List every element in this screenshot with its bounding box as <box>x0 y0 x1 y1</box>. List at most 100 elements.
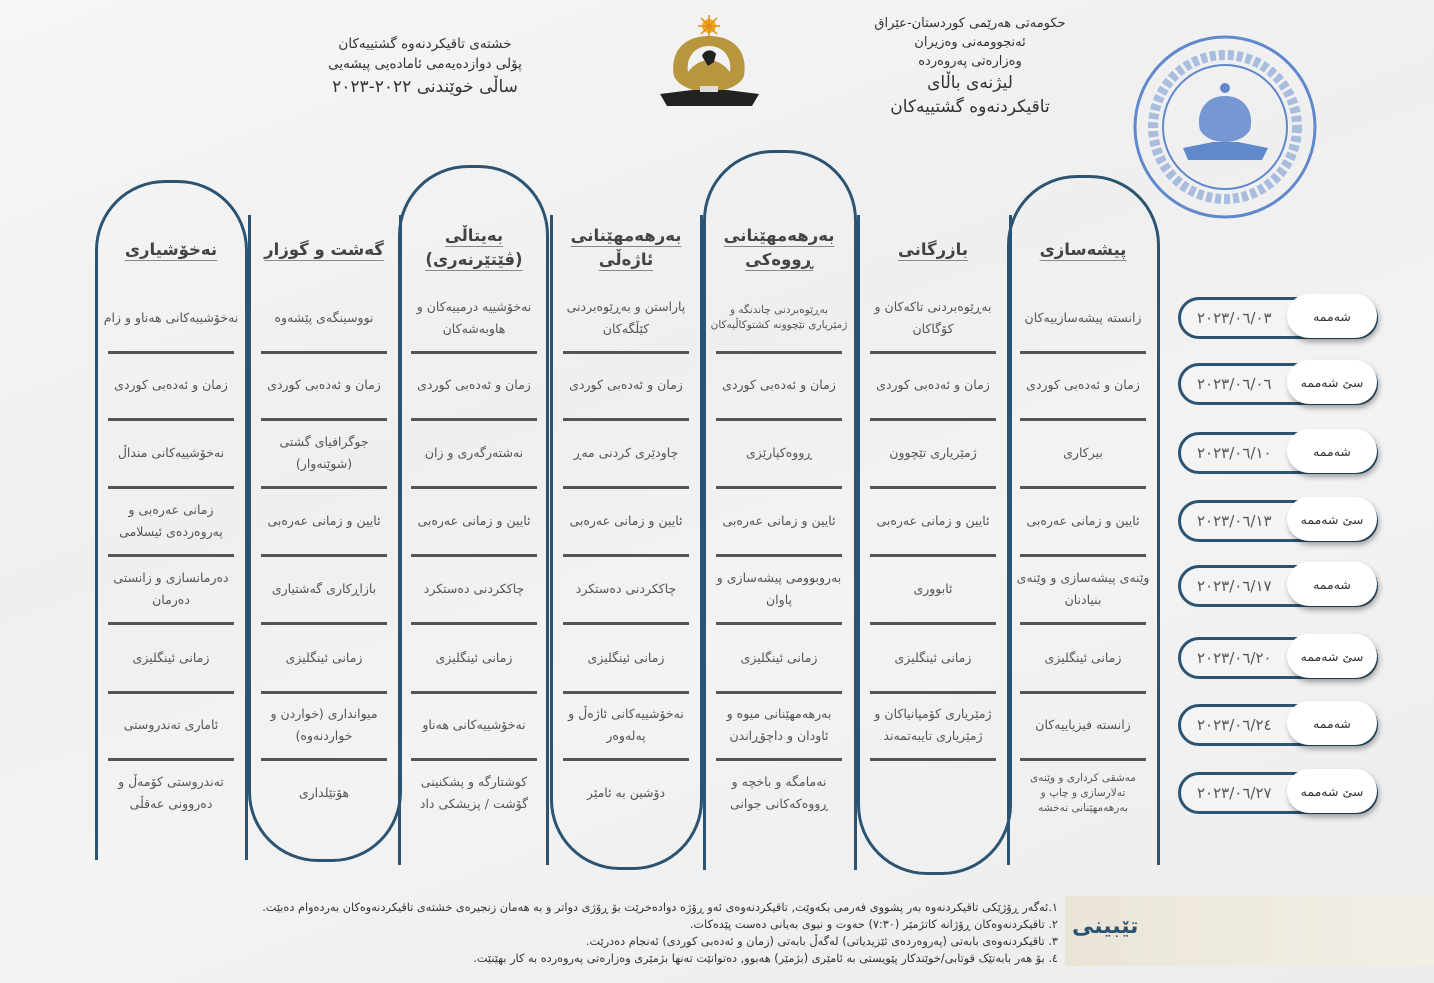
department-title-line: ئاژەڵی <box>598 250 654 269</box>
department-title: گەشت و گوزار <box>254 238 394 262</box>
exam-date-pill: ٢٠٢٣/٠٦/٢٤ شەممە <box>1178 701 1378 746</box>
subject-cell: زمان و ئەدەبی کوردی <box>114 377 228 392</box>
row-divider <box>411 554 537 557</box>
subject-cell: ئابووری <box>913 581 953 596</box>
subject-cell: زمان و ئەدەبی کوردی <box>267 377 381 392</box>
exam-date: ٢٠٢٣/٠٦/٢٧ <box>1197 784 1272 802</box>
exam-date-pill: ٢٠٢٣/٠٦/٠٦ سێ شەممە <box>1178 360 1378 405</box>
department-column <box>95 180 248 860</box>
note-item: ٤. بۆ هەر بابەتێک قوتابی/خوێندکار پێویست… <box>473 952 1058 965</box>
row-divider <box>411 418 537 421</box>
row-divider <box>261 758 387 761</box>
subject-cell: ئایین و زمانی عەرەبی <box>1026 513 1140 528</box>
subject-cell: مەشقی کرداری و وێنەی تەلارسازی و چاپ و ب… <box>1030 771 1136 814</box>
row-divider <box>870 554 996 557</box>
department-title-line: (ڤێتێرنەری) <box>425 250 523 269</box>
subject-cell: بەڕێوەبردنی تاکەکان و کۆگاکان <box>874 299 992 336</box>
note-item: ٢. تاقیکردنەوەکان ڕۆژانە کاتژمێر (٧:٣٠) … <box>689 918 1058 931</box>
issuer-header: حکومەتی هەرێمی کوردستان-عێراق ئەنجوومەنی… <box>850 14 1090 119</box>
subject-cell: نەخۆشییەکانی هەناو <box>422 717 526 732</box>
department-title: بەرهەمهێنانی ڕووەکی <box>709 224 849 272</box>
row-divider <box>1020 351 1146 354</box>
row-divider <box>108 622 234 625</box>
subject-cell: بیرکاری <box>1063 445 1103 460</box>
row-divider <box>1020 691 1146 694</box>
subject-cell: نەشتەرگەری و زان <box>424 445 524 460</box>
department-title-line: نەخۆشیاری <box>124 240 218 259</box>
subject-cell: زمان و ئەدەبی کوردی <box>417 377 531 392</box>
notes-list: ١.ئەگەر ڕۆژێکی تاقیکردنەوە بەر پشووی فەر… <box>100 899 1058 967</box>
exam-day: شەممە <box>1287 294 1377 338</box>
subject-cell: کوشتارگە و پشکنینی گۆشت / پزیشکی داد <box>419 774 529 811</box>
row-divider <box>716 351 842 354</box>
row-divider <box>870 758 996 761</box>
subject-cell: نەمامگە و باخچە و ڕووەکەکانی جوانی <box>729 774 829 811</box>
department-title-line: بەرهەمهێنانی <box>723 226 835 245</box>
exam-day: شەممە <box>1287 562 1377 606</box>
row-divider <box>108 554 234 557</box>
row-divider <box>411 622 537 625</box>
subject-cell: ژمێریاری تێچوون <box>889 445 977 460</box>
row-divider <box>563 691 689 694</box>
row-divider <box>1020 554 1146 557</box>
subject-cell: زانستە پیشەسازییەکان <box>1024 310 1142 325</box>
department-column <box>248 215 402 862</box>
row-divider <box>1020 418 1146 421</box>
government-name: حکومەتی هەرێمی کوردستان-عێراق <box>874 16 1066 31</box>
note-item: ٣. تاقیکردنەوەی بابەتی (پەروەردەی ئێزیدی… <box>585 935 1058 948</box>
department-column <box>857 215 1012 875</box>
exam-day: سێ شەممە <box>1287 360 1377 404</box>
department-title: بەیتاڵی (ڤێتێرنەری) <box>404 224 544 272</box>
subject-cell: دۆشین بە ئامێر <box>586 785 666 800</box>
committee-subtitle: تاقیکردنەوە گشتییەکان <box>890 97 1050 117</box>
subject-cell: زمان و ئەدەبی کوردی <box>722 377 836 392</box>
note-item: ١.ئەگەر ڕۆژێکی تاقیکردنەوە بەر پشووی فەر… <box>262 901 1058 914</box>
row-divider <box>716 622 842 625</box>
subject-cell: ئایین و زمانی عەرەبی <box>722 513 836 528</box>
department-title-line: پیشەسازی <box>1039 240 1127 259</box>
row-divider <box>563 554 689 557</box>
exam-day: شەممە <box>1287 701 1377 745</box>
subject-cell: زمانی ئینگلیزی <box>587 650 665 665</box>
kurdistan-region-emblem-icon <box>652 14 767 116</box>
row-divider <box>563 418 689 421</box>
subject-cell: زمانی ئینگلیزی <box>740 650 818 665</box>
row-divider <box>870 622 996 625</box>
exam-day: شەممە <box>1287 429 1377 473</box>
department-column <box>550 215 703 870</box>
subject-cell: نووسینگەی پێشەوە <box>274 310 374 325</box>
ministry-name: وەزارەتی پەروەردە <box>918 54 1022 69</box>
subject-cell: ئایین و زمانی عەرەبی <box>417 513 531 528</box>
subject-cell: نەخۆشییەکانی هەناو و زام <box>103 310 239 325</box>
notes-title: تێبینی <box>1072 914 1139 939</box>
department-title: نەخۆشیاری <box>101 238 241 262</box>
subject-cell: چاککردنی دەستکرد <box>575 581 677 596</box>
department-title-line: ڕووەکی <box>745 250 813 269</box>
department-title: بازرگانی <box>863 238 1003 262</box>
subject-cell: زمان و ئەدەبی کوردی <box>569 377 683 392</box>
department-title-line: بەرهەمهێنانی <box>570 226 682 245</box>
exam-date-pill: ٢٠٢٣/٠٦/١٠ شەممە <box>1178 429 1378 474</box>
subject-cell: زمانی ئینگلیزی <box>1044 650 1122 665</box>
row-divider <box>261 691 387 694</box>
row-divider <box>108 758 234 761</box>
row-divider <box>108 351 234 354</box>
exam-date: ٢٠٢٣/٠٦/٠٣ <box>1197 309 1272 327</box>
row-divider <box>716 486 842 489</box>
academic-year: ساڵی خوێندنی ٢٠٢٢-٢٠٢٣ <box>332 77 518 97</box>
row-divider <box>716 691 842 694</box>
subject-cell: زمانی ئینگلیزی <box>132 650 210 665</box>
row-divider <box>870 486 996 489</box>
department-title-line: بەیتاڵی <box>444 226 504 245</box>
row-divider <box>261 622 387 625</box>
committee-name: لیژنەی باڵای <box>927 73 1013 93</box>
exam-date-pill: ٢٠٢٣/٠٦/١٧ شەممە <box>1178 562 1378 607</box>
row-divider <box>716 554 842 557</box>
exam-day: سێ شەممە <box>1287 634 1377 678</box>
subject-cell: ئایین و زمانی عەرەبی <box>267 513 381 528</box>
exam-date: ٢٠٢٣/٠٦/١٣ <box>1197 512 1272 530</box>
row-divider <box>870 351 996 354</box>
row-divider <box>261 486 387 489</box>
exam-date-pill: ٢٠٢٣/٠٦/٢٠ سێ شەممە <box>1178 634 1378 679</box>
subject-cell: ئاماری تەندروستی <box>123 717 219 732</box>
